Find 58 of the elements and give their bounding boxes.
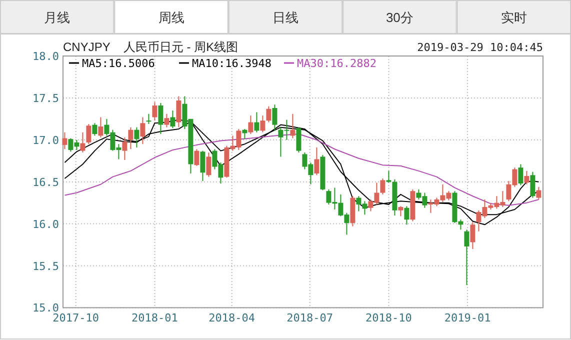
- candlestick: [314, 146, 320, 176]
- candlestick: [194, 148, 200, 166]
- chart-title: CNYJPY 人民币日元 - 周K线图: [63, 40, 238, 54]
- candlestick: [62, 132, 68, 150]
- candlestick: [122, 136, 128, 161]
- candlestick: [386, 170, 392, 184]
- candlestick: [158, 102, 164, 135]
- candlestick: [464, 229, 470, 286]
- legend-label: MA10:16.3948: [192, 57, 272, 70]
- candlestick: [134, 126, 140, 148]
- x-tick-label: 2018-10: [366, 312, 412, 325]
- candlestick: [146, 113, 152, 124]
- candlestick: [260, 115, 266, 133]
- candlestick: [530, 171, 536, 198]
- x-tick-label: 2018-04: [208, 312, 256, 325]
- candlestick: [164, 113, 170, 128]
- candlestick: [128, 126, 134, 150]
- tab: 实时: [456, 0, 571, 34]
- legend-label: MA5:16.5006: [82, 57, 155, 70]
- y-tick-label: 16.0: [32, 218, 59, 231]
- candlestick: [266, 106, 272, 123]
- y-tick-label: 17.5: [32, 92, 59, 105]
- candlestick: [80, 132, 86, 153]
- y-tick-label: 17.0: [32, 134, 59, 147]
- candlestick: [518, 164, 524, 186]
- candlestick: [200, 150, 206, 182]
- y-tick-label: 18.0: [32, 50, 59, 63]
- candlestick: [170, 110, 176, 129]
- text: 2019-03-29 10:04:45: [417, 41, 543, 54]
- x-tick-label: 2018-07: [286, 312, 334, 325]
- x-tick-label: 2019-01: [444, 312, 491, 325]
- candlestick: [254, 112, 260, 133]
- candlestick: [470, 222, 476, 250]
- candlestick: [524, 170, 530, 185]
- candlestick: [98, 116, 104, 138]
- candlestick: [296, 126, 302, 153]
- y-tick-label: 16.5: [32, 176, 59, 189]
- legend-label: MA30:16.2882: [297, 57, 376, 70]
- candlestick: [398, 206, 404, 217]
- candlestick: [86, 123, 92, 145]
- candlestick: [536, 186, 542, 200]
- y-tick-label: 15.5: [32, 260, 59, 273]
- candlestick: [404, 206, 410, 226]
- candlestick: [92, 122, 98, 136]
- x-tick-label: 2018-01: [132, 312, 178, 325]
- candlestick: [140, 116, 146, 145]
- candlestick: [272, 104, 278, 132]
- candlestick: [380, 178, 386, 195]
- tab: 日线: [228, 0, 343, 34]
- tab: 周线: [114, 0, 228, 34]
- tab: 月线: [0, 0, 114, 34]
- candlestick: [176, 96, 182, 128]
- candlestick: [242, 128, 248, 140]
- candlestick: [248, 115, 254, 135]
- candlestick: [290, 113, 296, 139]
- candlestick: [152, 102, 158, 122]
- candlestick: [206, 152, 212, 178]
- tab: 30分: [342, 0, 457, 34]
